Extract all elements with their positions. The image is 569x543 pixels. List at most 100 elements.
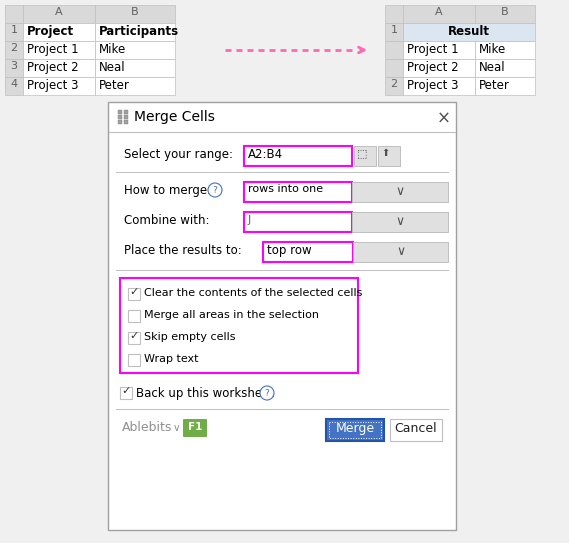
Bar xyxy=(118,120,122,123)
Text: ?: ? xyxy=(265,389,269,398)
Bar xyxy=(23,5,95,23)
Text: A: A xyxy=(435,7,443,17)
Text: ✓: ✓ xyxy=(129,287,138,297)
Text: F1: F1 xyxy=(188,422,202,432)
Bar xyxy=(385,23,403,41)
Bar xyxy=(120,387,132,399)
Bar xyxy=(403,59,475,77)
Bar xyxy=(23,41,95,59)
Bar xyxy=(263,242,353,262)
Bar xyxy=(475,77,535,95)
Text: B: B xyxy=(501,7,509,17)
Circle shape xyxy=(208,183,222,197)
Text: Clear the contents of the selected cells: Clear the contents of the selected cells xyxy=(144,288,362,298)
Text: ∨: ∨ xyxy=(173,423,180,433)
Bar xyxy=(128,310,140,322)
Bar xyxy=(390,419,442,441)
Bar xyxy=(352,212,448,232)
Text: Merge all areas in the selection: Merge all areas in the selection xyxy=(144,310,319,320)
Bar xyxy=(23,23,95,41)
Bar xyxy=(403,41,475,59)
Bar xyxy=(403,77,475,95)
Bar xyxy=(326,419,384,441)
Text: ×: × xyxy=(437,110,451,128)
Bar xyxy=(95,23,175,41)
Bar xyxy=(124,115,128,118)
Text: ∨: ∨ xyxy=(395,185,405,198)
Bar xyxy=(118,110,122,113)
Text: Project 3: Project 3 xyxy=(27,79,79,92)
Bar xyxy=(5,23,23,41)
Text: ⬚: ⬚ xyxy=(357,148,368,158)
Text: 4: 4 xyxy=(10,79,18,89)
Text: Place the results to:: Place the results to: xyxy=(124,244,242,257)
Text: Merge Cells: Merge Cells xyxy=(134,110,215,124)
Bar xyxy=(475,59,535,77)
Bar xyxy=(108,102,456,530)
Text: Back up this worksheet: Back up this worksheet xyxy=(136,387,274,400)
Bar xyxy=(95,77,175,95)
Bar xyxy=(244,182,352,202)
Text: Cancel: Cancel xyxy=(395,422,438,435)
Text: Neal: Neal xyxy=(99,61,126,74)
Bar xyxy=(5,41,23,59)
Text: Mike: Mike xyxy=(99,43,126,56)
Bar xyxy=(5,77,23,95)
Text: 3: 3 xyxy=(10,61,18,71)
Text: ∨: ∨ xyxy=(395,215,405,228)
Text: Project 3: Project 3 xyxy=(407,79,459,92)
Text: Wrap text: Wrap text xyxy=(144,354,199,364)
Bar xyxy=(23,77,95,95)
Text: Result: Result xyxy=(448,25,490,38)
Text: Combine with:: Combine with: xyxy=(124,214,209,227)
Bar xyxy=(128,288,140,300)
Bar xyxy=(385,5,403,23)
Bar xyxy=(5,59,23,77)
Bar xyxy=(23,59,95,77)
Text: 1: 1 xyxy=(10,25,18,35)
Bar xyxy=(353,242,448,262)
Bar xyxy=(352,182,448,202)
Text: Peter: Peter xyxy=(99,79,130,92)
Bar xyxy=(120,278,358,373)
Bar xyxy=(124,120,128,123)
Text: ⬆: ⬆ xyxy=(381,148,389,158)
Text: 2: 2 xyxy=(10,43,18,53)
FancyBboxPatch shape xyxy=(183,419,207,437)
Text: ?: ? xyxy=(213,186,217,195)
Text: Neal: Neal xyxy=(479,61,506,74)
Bar xyxy=(378,146,400,166)
Text: A: A xyxy=(55,7,63,17)
Text: ∨: ∨ xyxy=(396,245,405,258)
Text: B: B xyxy=(131,7,139,17)
Text: Participants: Participants xyxy=(99,25,179,38)
Bar xyxy=(385,77,403,95)
Text: Project 1: Project 1 xyxy=(407,43,459,56)
Bar xyxy=(124,110,128,113)
Text: top row: top row xyxy=(267,244,312,257)
Text: Project 2: Project 2 xyxy=(27,61,79,74)
Bar xyxy=(128,354,140,366)
Text: Project 1: Project 1 xyxy=(27,43,79,56)
Text: Select your range:: Select your range: xyxy=(124,148,233,161)
Bar xyxy=(244,212,352,232)
Text: Mike: Mike xyxy=(479,43,506,56)
Bar xyxy=(475,5,535,23)
Text: 2: 2 xyxy=(390,79,398,89)
Text: Project: Project xyxy=(27,25,74,38)
Text: Ablebits: Ablebits xyxy=(122,421,172,434)
Text: How to merge:: How to merge: xyxy=(124,184,211,197)
Bar xyxy=(118,115,122,118)
Text: J: J xyxy=(248,215,251,225)
Text: A2:B4: A2:B4 xyxy=(248,148,283,161)
Text: 1: 1 xyxy=(390,25,398,35)
Bar xyxy=(5,5,23,23)
Circle shape xyxy=(260,386,274,400)
Bar xyxy=(95,41,175,59)
Bar xyxy=(403,5,475,23)
Text: ✓: ✓ xyxy=(129,331,138,341)
Bar xyxy=(95,5,175,23)
Bar xyxy=(403,23,535,41)
Bar xyxy=(385,59,403,77)
Bar xyxy=(475,41,535,59)
